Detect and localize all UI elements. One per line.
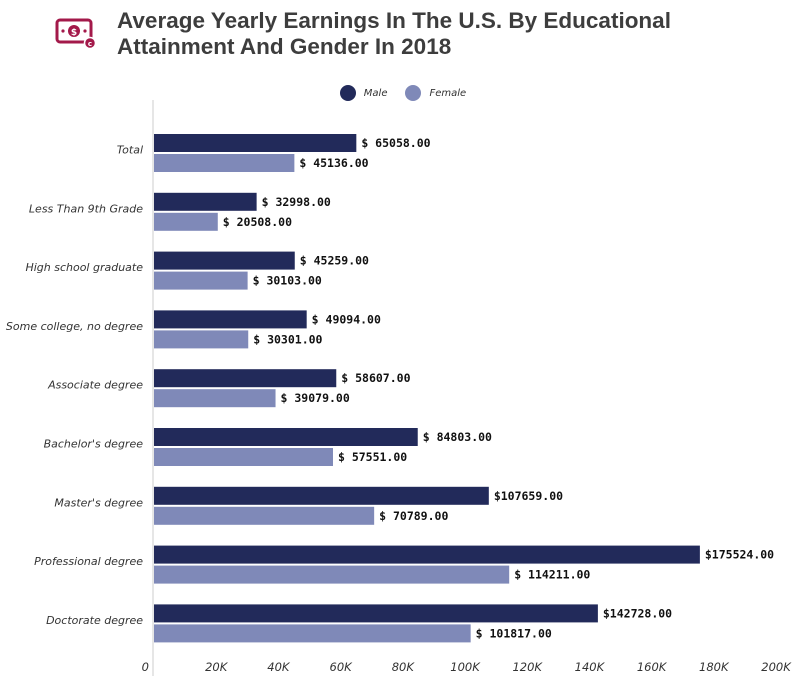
category-label: Professional degree	[34, 555, 143, 568]
svg-text:c: c	[88, 40, 92, 48]
data-label-female: $ 30301.00	[253, 332, 322, 346]
legend-swatch-female	[405, 85, 422, 101]
legend-item-female: Female	[405, 85, 466, 101]
chart-title: Average Yearly Earnings In The U.S. By E…	[117, 8, 671, 59]
data-label-male: $107659.00	[494, 489, 563, 503]
category-label: Less Than 9th Grade	[29, 202, 143, 215]
bar-female	[154, 506, 375, 525]
bar-male	[154, 369, 337, 388]
data-label-male: $ 49094.00	[312, 312, 381, 326]
x-tick-label: 60K	[330, 660, 354, 674]
bar-male	[154, 545, 700, 564]
data-label-female: $ 20508.00	[223, 215, 292, 229]
data-label-female: $ 70789.00	[379, 509, 448, 523]
category-label: Some college, no degree	[6, 320, 143, 333]
x-tick-label: 100K	[450, 660, 481, 674]
bar-male	[154, 192, 257, 211]
bar-female	[154, 330, 249, 349]
legend-swatch-male	[339, 85, 356, 101]
chart-header: $ c Average Yearly Earnings In The U.S. …	[0, 0, 806, 70]
bar-male	[154, 310, 307, 329]
category-label: High school graduate	[25, 261, 143, 274]
data-label-female: $ 45136.00	[299, 156, 368, 170]
bar-female	[154, 154, 295, 172]
x-tick-label: 160K	[637, 660, 668, 674]
bar-female	[154, 271, 248, 290]
category-label: Master's degree	[54, 496, 143, 509]
x-tick-label: 180K	[699, 660, 730, 674]
chart-legend: Male Female	[0, 83, 806, 103]
data-label-male: $ 84803.00	[423, 430, 492, 444]
bar-male	[154, 428, 418, 446]
category-label: Total	[117, 144, 143, 157]
bar-male	[154, 134, 357, 152]
data-label-male: $ 58607.00	[341, 371, 410, 385]
x-tick-label: 40K	[267, 660, 291, 674]
x-tick-label: 200K	[761, 660, 792, 674]
x-tick-label: 20K	[205, 660, 229, 674]
bar-female	[154, 448, 333, 466]
bar-female	[154, 389, 276, 408]
data-label-female: $ 101817.00	[476, 626, 552, 640]
data-label-female: $ 114211.00	[514, 568, 590, 582]
bar-male	[154, 251, 295, 270]
data-label-male: $175524.00	[705, 548, 774, 562]
bar-female	[154, 212, 218, 231]
data-label-male: $ 32998.00	[262, 195, 331, 209]
x-tick-label: 80K	[392, 660, 416, 674]
bar-male	[154, 486, 489, 505]
legend-label-female: Female	[429, 87, 467, 99]
money-bill-icon: $ c	[55, 18, 97, 50]
legend-label-male: Male	[363, 87, 388, 99]
x-tick-label: 140K	[575, 660, 606, 674]
category-label: Bachelor's degree	[44, 438, 144, 451]
data-label-female: $ 39079.00	[281, 391, 350, 405]
data-label-male: $142728.00	[603, 606, 672, 620]
x-tick-label: 120K	[512, 660, 543, 674]
category-label: Doctorate degree	[46, 614, 143, 627]
data-label-male: $ 65058.00	[361, 136, 430, 150]
data-label-female: $ 30103.00	[253, 274, 322, 288]
data-label-female: $ 57551.00	[338, 450, 407, 464]
data-label-male: $ 45259.00	[300, 254, 369, 268]
category-label: Associate degree	[47, 379, 143, 392]
svg-text:$: $	[71, 28, 77, 38]
bar-female	[154, 624, 471, 643]
legend-item-male: Male	[339, 85, 388, 101]
bar-female	[154, 565, 510, 584]
bar-male	[154, 604, 598, 623]
x-tick-label: 0	[142, 660, 149, 674]
